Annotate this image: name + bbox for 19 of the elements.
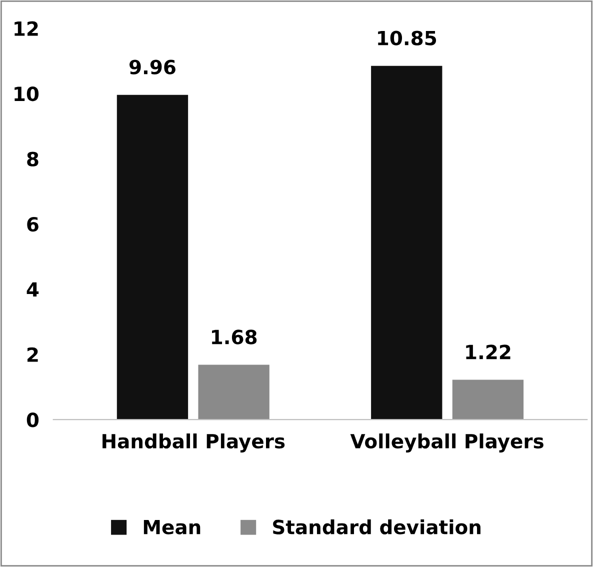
- x-tick-label: Handball Players: [102, 433, 285, 452]
- y-tick-label: 4: [26, 282, 39, 297]
- y-tick-label: 10: [14, 86, 39, 102]
- legend-label: Standard deviation: [273, 519, 480, 534]
- data-label: 1.22: [466, 344, 510, 360]
- y-tick-label: 6: [27, 216, 38, 232]
- data-label: 1.68: [212, 330, 257, 344]
- data-label: 10.85: [378, 30, 436, 46]
- y-tick-label: 12: [14, 21, 38, 36]
- y-tick-label: 0: [26, 412, 39, 428]
- y-tick-label: 8: [27, 152, 38, 166]
- y-tick-label: 2: [27, 347, 38, 362]
- bar: [371, 66, 442, 420]
- bar: [452, 380, 524, 420]
- data-label: 9.96: [130, 60, 176, 74]
- legend-label: Mean: [144, 520, 200, 534]
- bar: [198, 364, 270, 420]
- x-tick-label: Volleyball Players: [350, 433, 544, 452]
- bar: [116, 94, 188, 420]
